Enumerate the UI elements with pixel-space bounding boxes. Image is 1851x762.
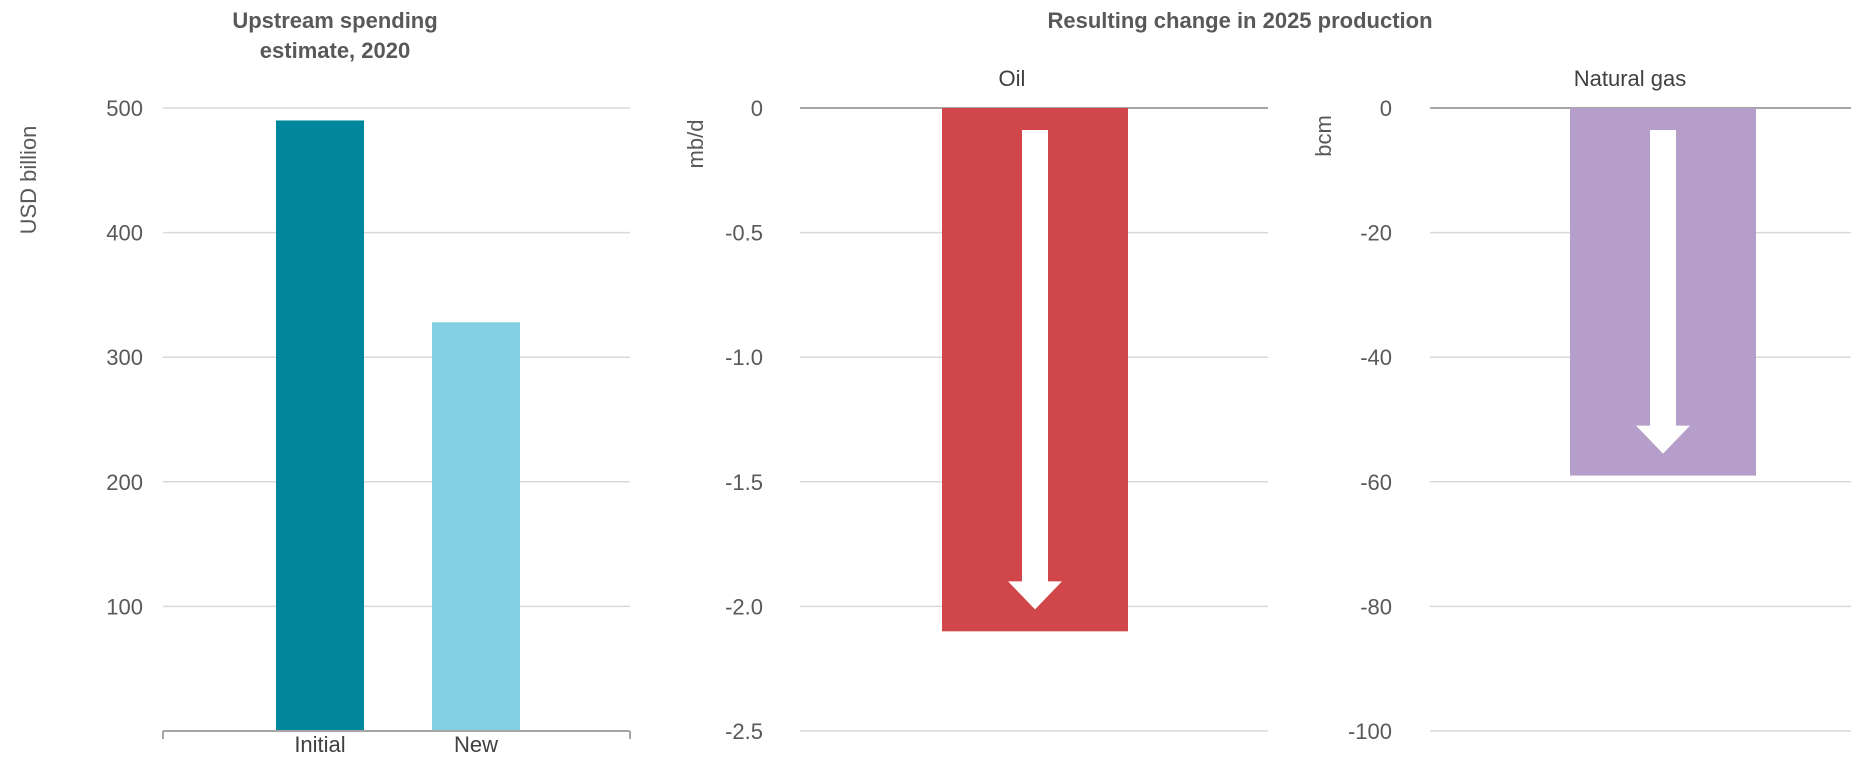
oil-y-axis-label: mb/d	[683, 120, 708, 169]
y-tick-label: 0	[751, 96, 763, 121]
gas-panel-title: Natural gas	[1574, 66, 1687, 91]
down-arrow-icon	[1636, 130, 1690, 454]
spending-title-line-2: estimate, 2020	[260, 38, 410, 63]
y-tick-label: 0	[1380, 96, 1392, 121]
y-tick-label: -1.0	[725, 345, 763, 370]
y-tick-label: -60	[1360, 470, 1392, 495]
y-tick-label: 100	[106, 594, 143, 619]
bar	[432, 322, 520, 731]
spending-panel: 100 200 300 400 500 Initial New	[106, 96, 631, 757]
y-tick-label: 200	[106, 470, 143, 495]
y-tick-label: 400	[106, 221, 143, 246]
x-tick-label: Initial	[294, 732, 345, 757]
oil-panel-title: Oil	[999, 66, 1026, 91]
y-tick-label: -80	[1360, 594, 1392, 619]
production-group-title: Resulting change in 2025 production	[1047, 8, 1432, 33]
x-tick-label: New	[454, 732, 498, 757]
y-tick-label: -2.0	[725, 594, 763, 619]
spending-title-line-1: Upstream spending	[232, 8, 437, 33]
y-tick-label: 500	[106, 96, 143, 121]
y-tick-label: 300	[106, 345, 143, 370]
y-tick-label: -100	[1348, 719, 1392, 744]
down-arrow-icon	[1008, 130, 1062, 610]
bar	[276, 120, 364, 731]
gas-y-axis-label: bcm	[1311, 115, 1336, 157]
spending-y-axis-label: USD billion	[16, 126, 41, 235]
oil-panel: 0 -0.5 -1.0 -1.5 -2.0 -2.5	[725, 96, 1268, 744]
y-tick-label: -20	[1360, 221, 1392, 246]
y-tick-label: -1.5	[725, 470, 763, 495]
y-tick-label: -0.5	[725, 221, 763, 246]
y-tick-label: -40	[1360, 345, 1392, 370]
y-tick-label: -2.5	[725, 719, 763, 744]
gas-panel: 0 -20 -40 -60 -80 -100	[1348, 96, 1851, 744]
